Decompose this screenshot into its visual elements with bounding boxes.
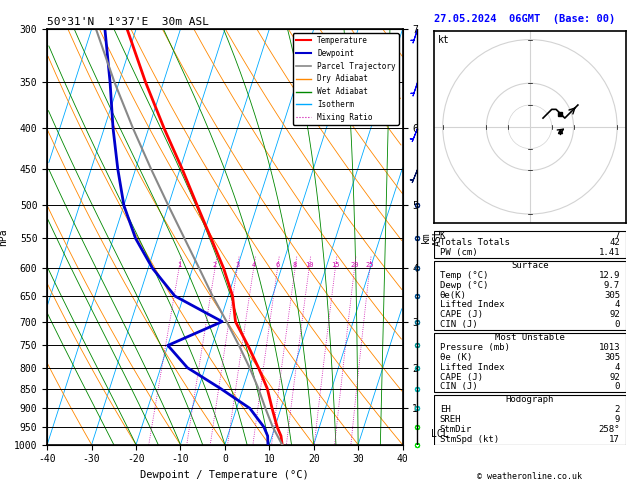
Text: 8: 8 <box>293 262 297 268</box>
Text: 4: 4 <box>615 300 620 310</box>
Text: Lifted Index: Lifted Index <box>440 300 504 310</box>
Text: K: K <box>440 230 445 240</box>
Text: 2: 2 <box>615 405 620 414</box>
Text: 42: 42 <box>610 238 620 247</box>
Text: 0: 0 <box>615 320 620 329</box>
Text: 4: 4 <box>615 363 620 372</box>
Text: 7: 7 <box>615 230 620 240</box>
Text: kt: kt <box>438 35 450 45</box>
Text: SREH: SREH <box>440 415 461 424</box>
Text: 2: 2 <box>213 262 217 268</box>
Text: 25: 25 <box>365 262 374 268</box>
Text: 17: 17 <box>610 435 620 444</box>
Text: Hodograph: Hodograph <box>506 395 554 404</box>
Text: 1013: 1013 <box>599 343 620 352</box>
Text: CIN (J): CIN (J) <box>440 320 477 329</box>
Text: Lifted Index: Lifted Index <box>440 363 504 372</box>
Text: Most Unstable: Most Unstable <box>495 333 565 342</box>
Text: 0: 0 <box>615 382 620 391</box>
Text: Totals Totals: Totals Totals <box>440 238 509 247</box>
Text: 92: 92 <box>610 373 620 382</box>
Text: 258°: 258° <box>599 425 620 434</box>
Text: 305: 305 <box>604 353 620 362</box>
Text: LCL: LCL <box>431 429 448 439</box>
Text: 92: 92 <box>610 311 620 319</box>
Text: 10: 10 <box>305 262 313 268</box>
Text: 27.05.2024  06GMT  (Base: 00): 27.05.2024 06GMT (Base: 00) <box>434 14 615 24</box>
Text: © weatheronline.co.uk: © weatheronline.co.uk <box>477 472 582 481</box>
Text: 15: 15 <box>331 262 340 268</box>
Text: 4: 4 <box>252 262 256 268</box>
Text: 305: 305 <box>604 291 620 299</box>
Text: 20: 20 <box>350 262 359 268</box>
Text: Pressure (mb): Pressure (mb) <box>440 343 509 352</box>
Text: StmSpd (kt): StmSpd (kt) <box>440 435 499 444</box>
Text: PW (cm): PW (cm) <box>440 248 477 257</box>
Y-axis label: km
ASL: km ASL <box>421 228 443 246</box>
Text: CAPE (J): CAPE (J) <box>440 311 483 319</box>
Text: CIN (J): CIN (J) <box>440 382 477 391</box>
Text: 3: 3 <box>235 262 240 268</box>
Text: Dewp (°C): Dewp (°C) <box>440 281 488 290</box>
Text: 50°31'N  1°37'E  30m ASL: 50°31'N 1°37'E 30m ASL <box>47 17 209 27</box>
Text: 12.9: 12.9 <box>599 271 620 280</box>
Text: EH: EH <box>440 405 450 414</box>
Text: θe (K): θe (K) <box>440 353 472 362</box>
Text: 9: 9 <box>615 415 620 424</box>
Text: StmDir: StmDir <box>440 425 472 434</box>
X-axis label: Dewpoint / Temperature (°C): Dewpoint / Temperature (°C) <box>140 470 309 480</box>
Text: Surface: Surface <box>511 261 548 270</box>
Text: θe(K): θe(K) <box>440 291 467 299</box>
Text: 9.7: 9.7 <box>604 281 620 290</box>
Text: 1.41: 1.41 <box>599 248 620 257</box>
Y-axis label: hPa: hPa <box>0 228 8 246</box>
Text: CAPE (J): CAPE (J) <box>440 373 483 382</box>
Legend: Temperature, Dewpoint, Parcel Trajectory, Dry Adiabat, Wet Adiabat, Isotherm, Mi: Temperature, Dewpoint, Parcel Trajectory… <box>292 33 399 125</box>
Text: 6: 6 <box>276 262 280 268</box>
Text: 1: 1 <box>177 262 181 268</box>
Text: Temp (°C): Temp (°C) <box>440 271 488 280</box>
